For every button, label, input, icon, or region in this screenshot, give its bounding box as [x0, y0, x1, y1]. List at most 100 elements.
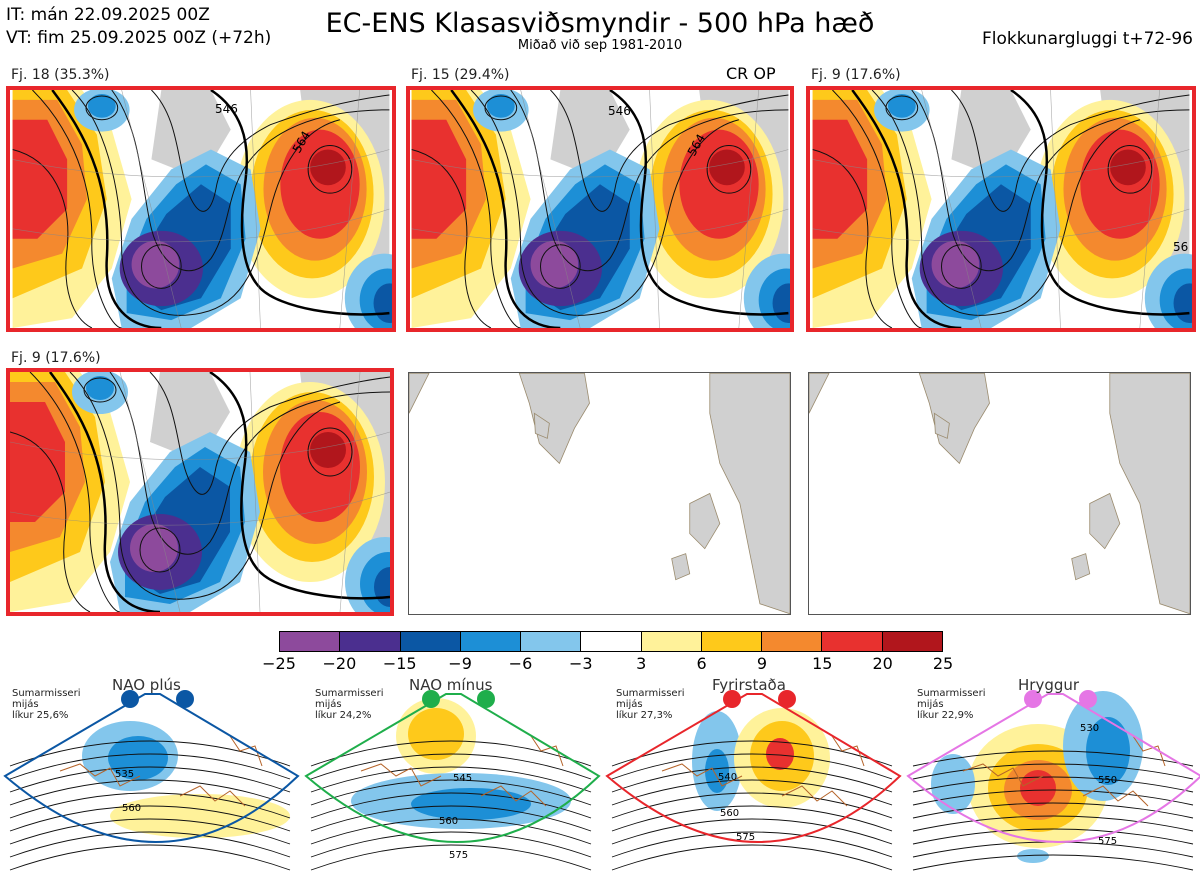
colorbar-tick-label: −25 [262, 654, 296, 673]
contour-value-label: 535 [115, 769, 134, 780]
regime-fan-chart: 535 560 [3, 690, 300, 871]
cluster-panel-3: 56 [806, 86, 1196, 332]
height-contour [9, 805, 291, 832]
regime-info-line: líkur 27,3% [616, 710, 673, 721]
colorbar-segment [761, 632, 822, 651]
regime-marker [1024, 690, 1042, 708]
colorbar-tick-label: 9 [756, 654, 767, 673]
regime-title: NAO mínus [409, 676, 493, 694]
height-contour [611, 831, 893, 858]
height-contour [912, 763, 1194, 780]
regime-info-line: Sumarmisseri [616, 688, 685, 699]
regime-info: Sumarmisseri mijás líkur 22,9% [917, 688, 985, 721]
colorbar-segment [640, 632, 701, 651]
regime-info-line: mijás [315, 699, 342, 710]
height-contour [912, 750, 1194, 767]
colorbar-segment [881, 632, 942, 651]
cluster-map-1 [10, 90, 392, 328]
fan-outline [3, 693, 300, 843]
regime-marker [723, 690, 741, 708]
height-contour [310, 753, 592, 780]
height-contour [9, 766, 291, 793]
colorbar-tick-label: −9 [448, 654, 472, 673]
panel-label-3: Fj. 9 (17.6%) [811, 67, 901, 83]
op-label: CR OP [726, 64, 776, 83]
contour-value-label: 560 [122, 803, 141, 814]
empty-map-2 [809, 373, 1190, 614]
cluster-panel-1: 546 564 [6, 86, 396, 332]
height-contour [611, 753, 893, 780]
contour-value-label: 575 [449, 850, 468, 861]
colorbar [279, 631, 943, 652]
colorbar-tick-label: 15 [812, 654, 833, 673]
height-contour [310, 740, 592, 767]
issue-time: IT: mán 22.09.2025 00Z [6, 5, 210, 25]
colorbar-segment [700, 632, 762, 651]
regime-panel: 530 550 575 Hryggur Sumarmisseri mijás líkur 2… [903, 676, 1200, 871]
height-contour [9, 818, 291, 845]
regime-marker [477, 690, 495, 708]
height-contour [611, 844, 893, 871]
regime-marker [1079, 690, 1097, 708]
height-contour [9, 844, 291, 871]
height-contour [310, 779, 592, 806]
contour-value-label: 550 [1098, 775, 1117, 786]
regime-info-line: líkur 22,9% [917, 710, 974, 721]
regime-info: Sumarmisseri mijás líkur 27,3% [616, 688, 684, 721]
panel-label-1: Fj. 18 (35.3%) [11, 67, 110, 83]
contour-label: 546 [608, 104, 631, 118]
height-contour [611, 818, 893, 845]
height-contour [611, 805, 893, 832]
anomaly-area [1086, 717, 1130, 785]
contour-value-label: 530 [1080, 723, 1099, 734]
anomaly-area [766, 738, 794, 770]
contour-value-label: 560 [439, 816, 458, 827]
colorbar-tick-label: 20 [872, 654, 893, 673]
anomaly-area [110, 794, 290, 838]
cluster-map-3 [810, 90, 1192, 328]
colorbar-segment [280, 632, 340, 651]
page-title: EC-ENS Klasasviðsmyndir - 500 hPa hæð [325, 8, 875, 39]
regime-info-line: mijás [917, 699, 944, 710]
fan-outline [605, 693, 902, 843]
regime-info-line: mijás [12, 699, 39, 710]
colorbar-tick-label: −6 [508, 654, 533, 673]
height-contour [310, 818, 592, 845]
height-contour [912, 789, 1194, 806]
regime-panel: 540 560 575 Fyrirstaða Sumarmisseri mijás líku… [602, 676, 902, 871]
regime-title: Hryggur [1018, 676, 1080, 694]
height-contour [912, 854, 1194, 871]
colorbar-segment [339, 632, 400, 651]
regime-title: Fyrirstaða [712, 676, 786, 694]
panel-label-4: Fj. 9 (17.6%) [11, 350, 101, 366]
anomaly-area [1020, 770, 1056, 806]
colorbar-tick-label: −20 [322, 654, 357, 673]
cluster-panel-2: 546 564 [406, 86, 794, 332]
colorbar-tick-label: −15 [382, 654, 417, 673]
valid-time: VT: fim 25.09.2025 00Z (+72h) [6, 28, 272, 48]
colorbar-tick-label: 6 [696, 654, 707, 673]
anomaly-area [108, 736, 168, 780]
regime-fan-chart: 545 560 575 [304, 690, 601, 871]
regime-info: Sumarmisseri mijás líkur 25,6% [12, 688, 80, 721]
anomaly-area [1017, 849, 1049, 863]
anomaly-area [408, 708, 464, 760]
cluster-map-2 [410, 90, 790, 328]
regime-info-line: Sumarmisseri [12, 688, 81, 699]
empty-map-panel-2 [808, 372, 1191, 615]
regime-info: Sumarmisseri mijás líkur 24,2% [315, 688, 383, 721]
regime-info-line: mijás [616, 699, 643, 710]
anomaly-area [931, 754, 975, 814]
contour-value-label: 575 [736, 832, 755, 843]
colorbar-tick-label: 3 [636, 654, 647, 673]
height-contour [611, 779, 893, 806]
contour-value-label: 560 [720, 808, 739, 819]
cluster-panel-4 [6, 368, 394, 616]
header-left: IT: mán 22.09.2025 00Z VT: fim 25.09.202… [6, 4, 271, 50]
regime-panel: 545 560 575 NAO mínus Sumarmisseri mijás líkur… [301, 676, 601, 871]
coastline [59, 735, 263, 807]
contour-label: 56 [1173, 240, 1189, 254]
height-contour [611, 740, 893, 767]
colorbar-tick-label: −3 [569, 654, 593, 673]
cluster-map-4 [10, 372, 390, 612]
